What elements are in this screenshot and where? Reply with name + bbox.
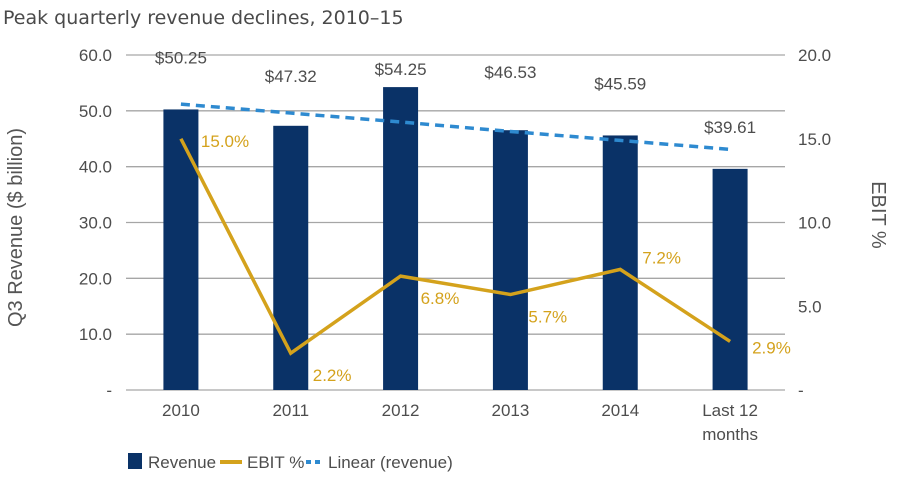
x-tick-label: 2012 <box>382 401 420 420</box>
y2-tick-label: 15.0 <box>798 130 831 149</box>
y-tick-label: 60.0 <box>79 46 112 65</box>
revenue-bar <box>163 109 199 390</box>
trendline-series <box>180 102 731 152</box>
revenue-bar <box>602 135 638 390</box>
y-tick-label: 20.0 <box>79 269 112 288</box>
ebit-data-label: 7.2% <box>642 248 681 267</box>
legend-trend-label: Linear (revenue) <box>328 453 453 472</box>
y-tick-label: 50.0 <box>79 102 112 121</box>
y-axis-ticks: - 10.0 20.0 30.0 40.0 50.0 60.0 <box>79 46 112 400</box>
y-axis-label: Q3 Revenue ($ billion) <box>5 128 27 327</box>
revenue-data-label: $54.25 <box>375 60 427 79</box>
ebit-data-label: 5.7% <box>528 308 567 327</box>
legend-revenue-label: Revenue <box>148 453 216 472</box>
y2-tick-label: - <box>798 381 804 400</box>
x-tick-label: months <box>702 425 758 444</box>
ebit-data-label: 2.2% <box>313 366 352 385</box>
revenue-data-label: $46.53 <box>484 63 536 82</box>
legend-ebit-label: EBIT % <box>247 453 304 472</box>
ebit-data-label: 6.8% <box>421 289 460 308</box>
y2-tick-label: 5.0 <box>798 297 822 316</box>
revenue-data-label: $47.32 <box>265 67 317 86</box>
x-tick-label: 2011 <box>272 401 309 420</box>
trendline <box>180 102 731 152</box>
chart-title: Peak quarterly revenue declines, 2010–15 <box>3 7 404 29</box>
x-tick-label: 2014 <box>601 401 639 420</box>
x-tick-label: Last 12 <box>702 401 758 420</box>
legend-revenue-swatch <box>128 453 142 469</box>
revenue-bars <box>163 87 748 391</box>
revenue-bar <box>712 168 748 390</box>
y-tick-label: 30.0 <box>79 214 112 233</box>
ebit-line <box>179 137 732 356</box>
y2-tick-label: 20.0 <box>798 46 831 65</box>
gridlines <box>126 54 785 391</box>
ebit-series <box>179 137 732 356</box>
y-tick-label: 40.0 <box>79 158 112 177</box>
revenue-data-label: $50.25 <box>155 48 207 67</box>
legend: Revenue EBIT % Linear (revenue) <box>128 453 453 472</box>
x-tick-label: 2013 <box>492 401 530 420</box>
y-tick-label: - <box>106 381 112 400</box>
revenue-data-label: $39.61 <box>704 118 756 137</box>
x-tick-label: 2010 <box>162 401 200 420</box>
revenue-data-labels: $50.25 $47.32 $54.25 $46.53 $45.59 $39.61 <box>155 48 756 136</box>
x-axis-ticks: 2010 2011 2012 2013 2014 Last 12 months <box>162 401 758 444</box>
revenue-bar <box>492 130 528 390</box>
ebit-data-labels: 15.0% 2.2% 6.8% 5.7% 7.2% 2.9% <box>201 132 791 385</box>
y2-axis-label: EBIT % <box>867 181 889 249</box>
y2-axis-ticks: - 5.0 10.0 15.0 20.0 <box>798 46 831 400</box>
ebit-data-label: 2.9% <box>752 338 791 357</box>
y2-tick-label: 10.0 <box>798 214 831 233</box>
y-tick-label: 10.0 <box>79 325 112 344</box>
revenue-data-label: $45.59 <box>594 74 646 93</box>
ebit-data-label: 15.0% <box>201 132 249 151</box>
revenue-bar <box>383 87 419 391</box>
